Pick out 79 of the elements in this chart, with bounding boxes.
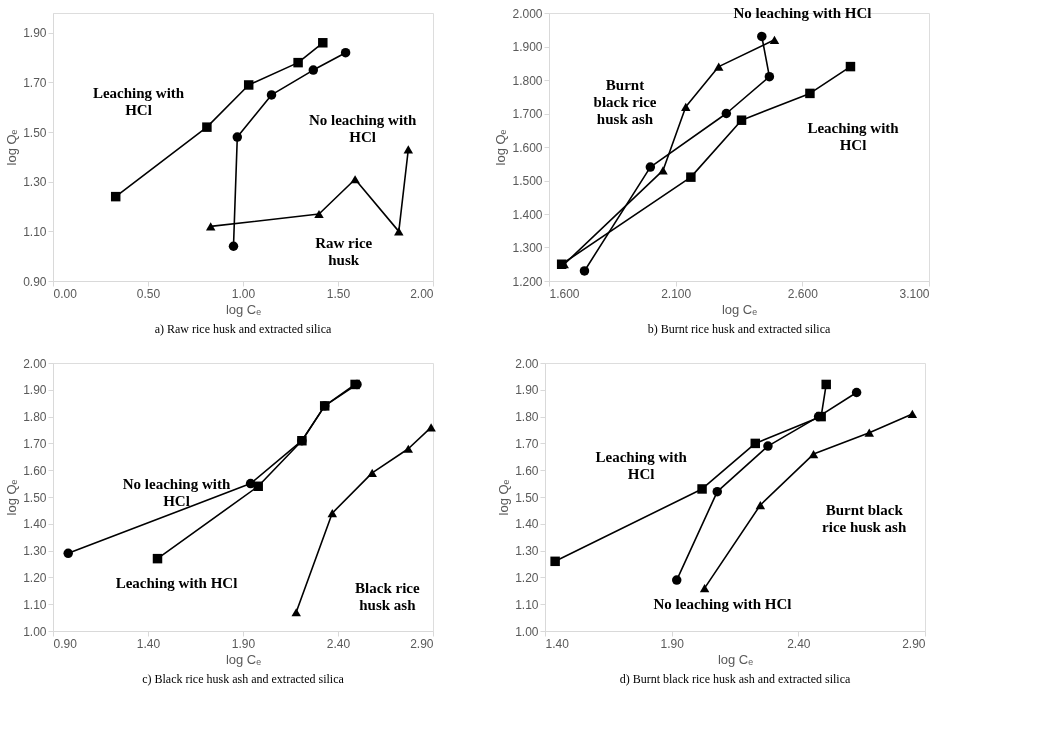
y-tick-label: 1.90 (515, 383, 539, 398)
x-tick-label: 3.100 (899, 286, 930, 301)
text: d) Burnt black rice husk ash and extracted silica (619, 672, 851, 686)
x-tick-label: 2.00 (410, 286, 434, 301)
y-tick-label: 1.80 (515, 410, 539, 425)
x-tick-label: 0.00 (53, 286, 78, 301)
x-tick-label: 2.90 (410, 636, 434, 651)
y-tick-label: 1.500 (512, 174, 543, 188)
x-tick-label: 1.00 (231, 286, 256, 301)
annotation: Leaching with HCl (807, 120, 900, 154)
annotation: Burnt black rice husk ash (593, 77, 657, 128)
x-tick-label: 2.40 (787, 636, 811, 651)
y-tick-label: 1.70 (23, 436, 47, 451)
x-tick-label: 2.40 (326, 636, 351, 651)
annotation: Burnt black rice husk ash (822, 502, 907, 536)
y-tick-label: 1.90 (23, 26, 47, 41)
x-tick-label: 1.90 (660, 636, 685, 651)
annotation: No leaching with HCl (653, 596, 792, 613)
y-tick-label: 1.10 (23, 597, 47, 612)
text: c) Black rice husk ash and extracted silica (142, 672, 345, 686)
y-tick-label: 1.80 (23, 410, 47, 425)
y-tick-label: 1.50 (23, 490, 47, 505)
y-tick-label: 2.000 (512, 6, 543, 21)
x-tick-label: 2.600 (787, 286, 819, 301)
annotation: Raw rice husk (315, 235, 373, 269)
y-tick-label: 1.30 (23, 175, 47, 190)
x-tick-label: 2.100 (661, 286, 692, 301)
y-tick-label: 1.900 (512, 40, 543, 54)
x-axis-title: log Cₑ (721, 301, 758, 317)
y-axis-title: log Qₑ (493, 129, 509, 166)
annotation: No leaching with HCl (733, 5, 872, 21)
x-tick-label: 1.50 (326, 286, 351, 301)
y-tick-label: 1.40 (23, 517, 47, 532)
x-tick-label: 1.40 (136, 636, 161, 651)
y-tick-label: 2.00 (23, 356, 47, 371)
x-axis-title: log Cₑ (225, 301, 262, 317)
y-axis-title: log Qₑ (4, 129, 20, 166)
x-tick-label: 1.600 (549, 286, 580, 301)
y-tick-label: 1.60 (23, 463, 47, 478)
y-tick-label: 1.20 (23, 570, 47, 585)
y-tick-label: 1.10 (515, 597, 539, 612)
x-tick-label: 0.90 (53, 636, 78, 651)
y-tick-label: 1.30 (23, 544, 47, 559)
y-tick-label: 1.70 (23, 75, 47, 90)
annotation: No leaching with HCl (122, 475, 231, 509)
y-tick-label: 0.90 (23, 274, 47, 289)
x-tick-label: 1.40 (545, 636, 570, 651)
x-axis-title: log Cₑ (225, 651, 262, 667)
annotation: Black rice husk ash (355, 580, 421, 614)
y-tick-label: 1.60 (515, 463, 539, 478)
y-tick-label: 1.400 (512, 207, 543, 222)
y-tick-label: 1.300 (512, 241, 543, 255)
x-tick-label: 0.50 (136, 286, 161, 301)
y-tick-label: 2.00 (515, 356, 539, 371)
y-tick-label: 1.70 (515, 436, 539, 451)
y-tick-label: 1.00 (515, 624, 539, 639)
y-tick-label: 1.200 (512, 274, 543, 289)
annotation: Leaching with HCl (92, 85, 185, 119)
y-tick-label: 1.40 (515, 517, 539, 532)
y-tick-label: 1.30 (515, 544, 539, 559)
x-tick-label: 1.90 (231, 636, 256, 651)
annotation: No leaching with HCl (308, 112, 418, 146)
y-tick-label: 1.50 (515, 490, 539, 505)
y-axis-title: log Qₑ (496, 479, 512, 516)
y-tick-label: 1.90 (23, 383, 47, 398)
y-axis-title: log Qₑ (4, 479, 20, 516)
y-tick-label: 1.800 (512, 73, 543, 88)
x-tick-label: 2.90 (902, 636, 926, 651)
y-tick-label: 1.600 (512, 140, 543, 155)
y-tick-label: 1.20 (515, 570, 539, 585)
y-tick-label: 1.00 (23, 624, 47, 639)
text: b) Burnt rice husk and extracted silica (647, 322, 831, 336)
text: a) Raw rice husk and extracted silica (154, 322, 332, 336)
annotation: Leaching with HCl (595, 448, 688, 482)
annotation: Leaching with HCl (115, 574, 238, 591)
x-axis-title: log Cₑ (717, 651, 754, 667)
y-tick-label: 1.50 (23, 125, 47, 140)
y-tick-label: 1.700 (512, 107, 543, 121)
y-tick-label: 1.10 (23, 224, 47, 239)
